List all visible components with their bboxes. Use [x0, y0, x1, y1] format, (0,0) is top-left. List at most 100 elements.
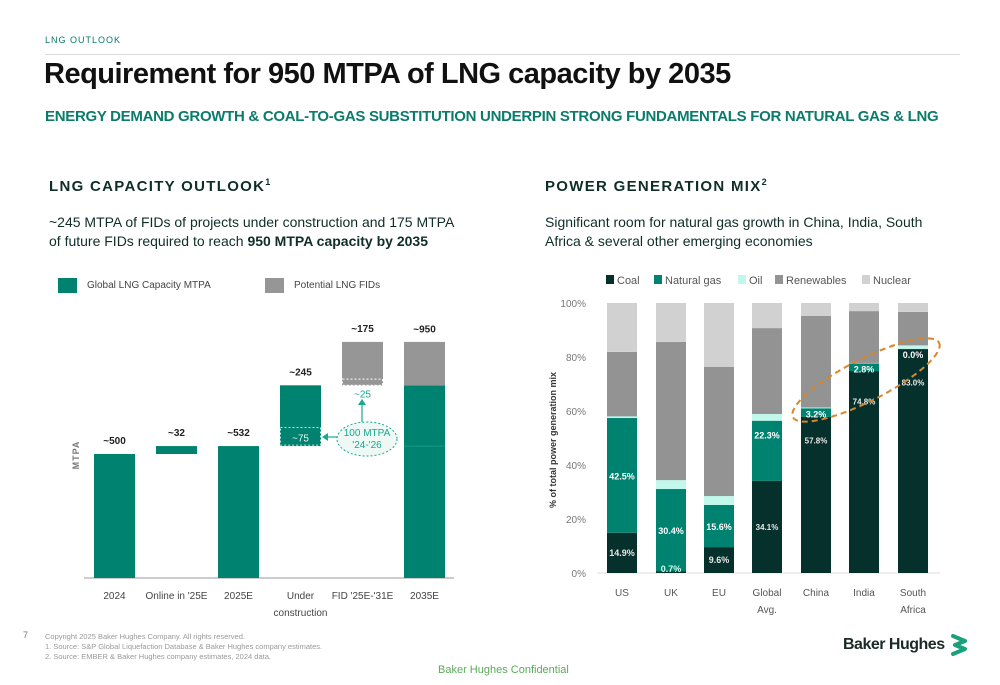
bar-segment-oil [752, 413, 782, 421]
header-divider [45, 54, 960, 55]
bar-segment-oil [898, 345, 928, 349]
subsegment-label: ~25 [354, 389, 371, 400]
x-tick-label: Online in '25E [146, 591, 208, 602]
bar-segment-coal [898, 348, 928, 573]
x-tick-label: construction [274, 608, 328, 619]
bar-segment-renewables [607, 351, 637, 417]
bar-segment-renewables [656, 341, 686, 481]
y-tick-label: 40% [566, 461, 586, 472]
bar-segment [404, 385, 445, 578]
x-tick-label: Avg. [757, 605, 777, 616]
bar-value-label: ~532 [227, 428, 250, 439]
legend-label: Renewables [786, 275, 847, 287]
y-axis-label: MTPA [71, 441, 81, 470]
callout-text: '24-'26 [352, 440, 382, 451]
legend-swatch [654, 275, 662, 284]
lng-desc-bold: 950 MTPA capacity by 2035 [247, 233, 428, 249]
power-gen-description: Significant room for natural gas growth … [545, 214, 923, 249]
legend-item-global-capacity: Global LNG Capacity MTPA [58, 278, 211, 293]
gas-data-label: 42.5% [609, 471, 635, 481]
coal-data-label: 83.0% [902, 379, 925, 388]
x-tick-label: EU [712, 588, 726, 599]
x-tick-label: Global [753, 588, 782, 599]
bar-value-label: ~245 [289, 367, 312, 378]
coal-data-label: 9.6% [709, 555, 730, 565]
bar-segment-natural-gas [607, 418, 637, 533]
x-tick-label: 2024 [103, 591, 126, 602]
bar-segment-renewables [849, 311, 879, 363]
bar-value-label: ~950 [413, 324, 436, 335]
coal-data-label: 14.9% [609, 548, 635, 558]
bar-segment-coal [752, 480, 782, 573]
legend-swatch [606, 275, 614, 284]
power-gen-heading-text: POWER GENERATION MIX [545, 178, 762, 195]
x-tick-label: South [900, 588, 926, 599]
bar-segment-nuclear [752, 303, 782, 329]
bar-segment-nuclear [704, 303, 734, 367]
coal-data-label: 34.1% [756, 523, 779, 532]
bar-segment-coal [801, 416, 831, 573]
footnotes: Copyright 2025 Baker Hughes Company. All… [45, 632, 322, 662]
legend-label: Coal [617, 275, 640, 287]
legend-label: Global LNG Capacity MTPA [87, 280, 211, 291]
arrow-head-icon [358, 399, 366, 405]
y-tick-label: 0% [572, 569, 587, 580]
subsegment-label: ~75 [292, 433, 309, 444]
footnote-1: 1. Source: S&P Global Liquefaction Datab… [45, 642, 323, 651]
legend-label: Natural gas [665, 275, 722, 287]
coal-data-label: 57.8% [805, 436, 828, 445]
footnote-ref: 2 [761, 177, 768, 187]
y-tick-label: 80% [566, 353, 586, 364]
fid-subsegment [342, 378, 383, 386]
bar-segment-coal [607, 532, 637, 573]
lng-desc-plain: ~245 MTPA of FIDs of projects under cons… [49, 214, 454, 249]
lng-capacity-heading: LNG CAPACITY OUTLOOK1 [49, 177, 272, 195]
bar-segment-nuclear [607, 303, 637, 352]
bar-segment-natural-gas [898, 348, 928, 350]
gas-data-label: 2.8% [854, 364, 875, 374]
gas-data-label: 15.6% [706, 522, 732, 532]
bar-value-label: ~175 [351, 324, 374, 335]
legend-label: Nuclear [873, 275, 911, 287]
bar [94, 454, 135, 578]
footnote-ref: 1 [265, 177, 272, 187]
bar-segment-oil [704, 496, 734, 505]
x-tick-label: China [803, 588, 830, 599]
bar-segment-nuclear [849, 303, 879, 312]
bar [156, 446, 197, 454]
page-title: Requirement for 950 MTPA of LNG capacity… [44, 58, 731, 90]
page-subtitle: ENERGY DEMAND GROWTH & COAL-TO-GAS SUBST… [45, 108, 939, 125]
confidential-label: Baker Hughes Confidential [438, 664, 569, 676]
bar-segment-oil [656, 480, 686, 490]
callout-bubble [336, 421, 398, 457]
bar-segment-renewables [801, 315, 831, 408]
bar-segment-natural-gas [752, 420, 782, 481]
legend-swatch [862, 275, 870, 284]
bar-value-label: ~500 [103, 436, 126, 447]
x-tick-label: 2025E [224, 591, 253, 602]
x-tick-label: UK [664, 588, 678, 599]
highlight-ellipse [791, 337, 941, 423]
bar-segment-renewables [704, 366, 734, 497]
bar-segment-nuclear [801, 303, 831, 316]
lng-capacity-description: ~245 MTPA of FIDs of projects under cons… [49, 213, 469, 251]
y-tick-label: 100% [560, 299, 586, 310]
baker-hughes-logo: Baker Hughes [843, 634, 970, 656]
bar-segment-natural-gas [704, 504, 734, 548]
bar-segment-nuclear [898, 303, 928, 312]
coal-data-label: 0.7% [661, 564, 682, 574]
gas-data-label: 22.3% [754, 431, 780, 441]
logo-text: Baker Hughes [843, 636, 945, 653]
footnote-copyright: Copyright 2025 Baker Hughes Company. All… [45, 632, 245, 641]
under-construction-subsegment [280, 426, 321, 446]
bar-segment-natural-gas [801, 408, 831, 417]
x-tick-label: Africa [900, 605, 926, 616]
x-tick-label: US [615, 588, 629, 599]
x-tick-label: India [853, 588, 875, 599]
bar-segment-natural-gas [849, 363, 879, 372]
x-tick-label: 2035E [410, 591, 439, 602]
footnote-2: 2. Source: EMBER & Baker Hughes company … [45, 652, 271, 661]
bar-segment-oil [849, 362, 879, 364]
legend-item-potential-fids: Potential LNG FIDs [265, 278, 380, 293]
coal-data-label: 74.8% [853, 397, 876, 406]
